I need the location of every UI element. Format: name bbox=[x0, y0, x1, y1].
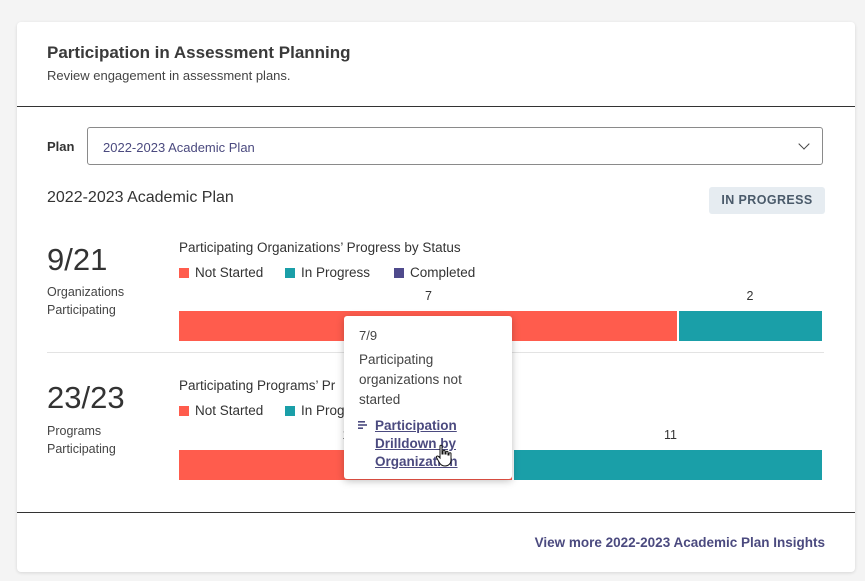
legend-label: In Progress bbox=[301, 265, 371, 280]
not-started-swatch bbox=[179, 268, 189, 278]
legend-label: Completed bbox=[410, 265, 476, 280]
card-header: Participation in Assessment Planning Rev… bbox=[17, 22, 855, 107]
organizations-label-line1: Organizations bbox=[47, 285, 125, 299]
plan-label: Plan bbox=[47, 139, 75, 154]
in-progress-swatch bbox=[285, 268, 295, 278]
bar-value-label: 2 bbox=[746, 289, 754, 303]
tooltip-value: 7/9 bbox=[359, 328, 378, 343]
in-progress-swatch bbox=[285, 406, 295, 416]
drilldown-icon bbox=[358, 421, 367, 429]
organizations-label: Organizations Participating bbox=[47, 283, 124, 319]
not-started-swatch bbox=[179, 406, 189, 416]
legend-label: Not Started bbox=[195, 265, 264, 280]
plan-select[interactable]: 2022-2023 Academic Plan bbox=[87, 127, 823, 165]
organizations-label-line2: Participating bbox=[47, 303, 116, 317]
status-badge: IN PROGRESS bbox=[709, 187, 825, 214]
participation-card: Participation in Assessment Planning Rev… bbox=[17, 22, 855, 572]
programs-label-line2: Participating bbox=[47, 442, 116, 456]
view-insights-link[interactable]: View more 2022-2023 Academic Plan Insigh… bbox=[534, 535, 825, 550]
programs-chart-title: Participating Programs’ Pr bbox=[179, 378, 336, 393]
programs-label: Programs Participating bbox=[47, 422, 116, 458]
legend-label: Not Started bbox=[195, 403, 264, 418]
bar-tooltip: 7/9 Participating organizations not star… bbox=[344, 316, 512, 479]
programs-count: 23/23 bbox=[47, 380, 125, 415]
programs-label-line1: Programs bbox=[47, 424, 102, 438]
plan-select-value: 2022-2023 Academic Plan bbox=[103, 140, 255, 155]
bar-value-label: 7 bbox=[425, 289, 432, 303]
bar-segment-in-progress[interactable] bbox=[514, 450, 822, 480]
legend-label: In Prog bbox=[301, 403, 345, 418]
chevron-down-icon bbox=[798, 138, 810, 150]
organizations-chart-title: Participating Organizations’ Progress by… bbox=[179, 240, 461, 255]
organizations-count: 9/21 bbox=[47, 242, 108, 277]
bar-segment-in-progress[interactable] bbox=[679, 311, 822, 341]
hand-cursor-icon bbox=[435, 444, 452, 467]
bar-value-label: 11 bbox=[664, 428, 677, 442]
tooltip-description: Participating organizations not started bbox=[359, 352, 462, 407]
completed-swatch bbox=[394, 268, 404, 278]
card-subtitle: Review engagement in assessment plans. bbox=[47, 68, 291, 83]
plan-name: 2022-2023 Academic Plan bbox=[47, 189, 234, 206]
footer-divider bbox=[17, 512, 855, 513]
card-title: Participation in Assessment Planning bbox=[47, 43, 351, 62]
